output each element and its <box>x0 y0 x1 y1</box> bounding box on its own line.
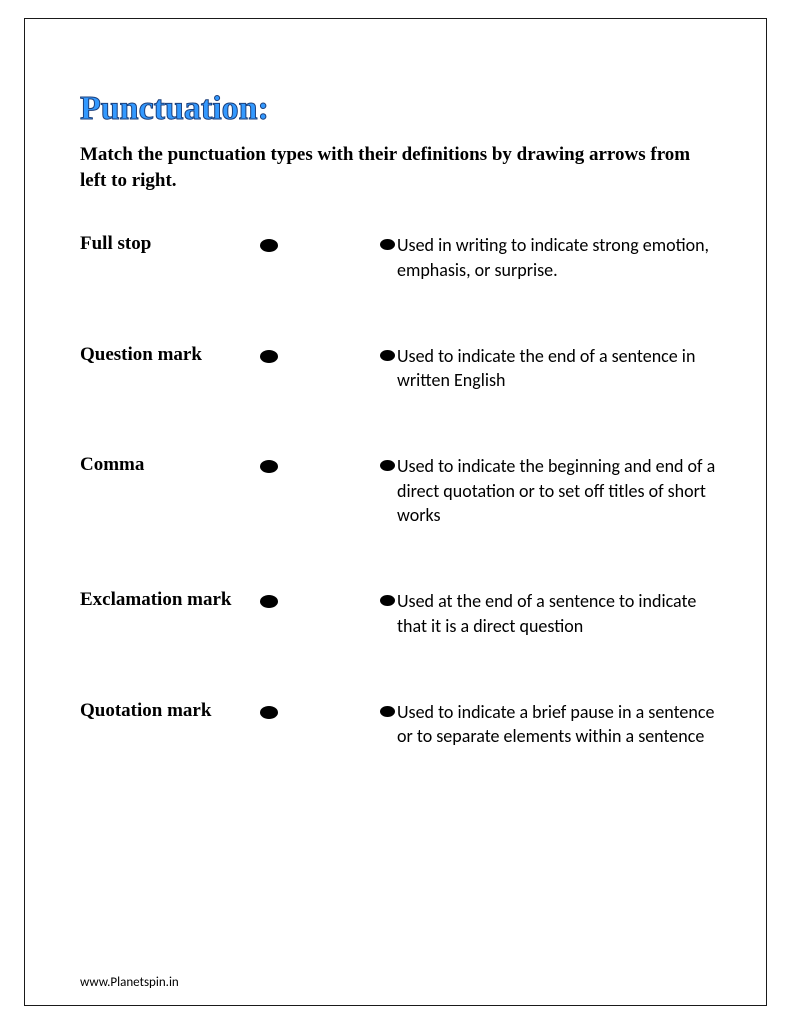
bullet-dot-icon <box>260 239 278 252</box>
definition-text: Used in writing to indicate strong emoti… <box>397 233 721 282</box>
bullet-dot-icon <box>380 350 395 361</box>
right-column: Used at the end of a sentence to indicat… <box>380 589 721 638</box>
left-column: Exclamation mark <box>80 589 380 611</box>
right-column: Used to indicate the end of a sentence i… <box>380 344 721 393</box>
term-label: Quotation mark <box>80 700 260 722</box>
bullet-dot-icon <box>380 706 395 717</box>
bullet-dot-icon <box>260 350 278 363</box>
right-column: Used in writing to indicate strong emoti… <box>380 233 721 282</box>
match-row: Quotation mark Used to indicate a brief … <box>80 700 721 749</box>
term-label: Full stop <box>80 233 260 255</box>
match-row: Question mark Used to indicate the end o… <box>80 344 721 393</box>
definition-text: Used at the end of a sentence to indicat… <box>397 589 721 638</box>
bullet-dot-icon <box>380 239 395 250</box>
right-column: Used to indicate the beginning and end o… <box>380 454 721 527</box>
right-column: Used to indicate a brief pause in a sent… <box>380 700 721 749</box>
match-row: Comma Used to indicate the beginning and… <box>80 454 721 527</box>
bullet-dot-icon <box>260 460 278 473</box>
definition-text: Used to indicate the beginning and end o… <box>397 454 721 527</box>
bullet-dot-icon <box>380 595 395 606</box>
match-row: Full stop Used in writing to indicate st… <box>80 233 721 282</box>
matching-rows: Full stop Used in writing to indicate st… <box>80 233 721 748</box>
term-label: Question mark <box>80 344 260 366</box>
left-column: Question mark <box>80 344 380 366</box>
page-title: Punctuation: <box>80 90 721 128</box>
footer-url: www.Planetspin.in <box>80 975 179 990</box>
match-row: Exclamation mark Used at the end of a se… <box>80 589 721 638</box>
term-label: Comma <box>80 454 260 476</box>
definition-text: Used to indicate the end of a sentence i… <box>397 344 721 393</box>
term-label: Exclamation mark <box>80 589 260 611</box>
left-column: Quotation mark <box>80 700 380 722</box>
left-column: Comma <box>80 454 380 476</box>
left-column: Full stop <box>80 233 380 255</box>
definition-text: Used to indicate a brief pause in a sent… <box>397 700 721 749</box>
bullet-dot-icon <box>260 706 278 719</box>
worksheet-content: Punctuation: Match the punctuation types… <box>80 90 721 811</box>
bullet-dot-icon <box>380 460 395 471</box>
bullet-dot-icon <box>260 595 278 608</box>
instructions-text: Match the punctuation types with their d… <box>80 142 721 193</box>
